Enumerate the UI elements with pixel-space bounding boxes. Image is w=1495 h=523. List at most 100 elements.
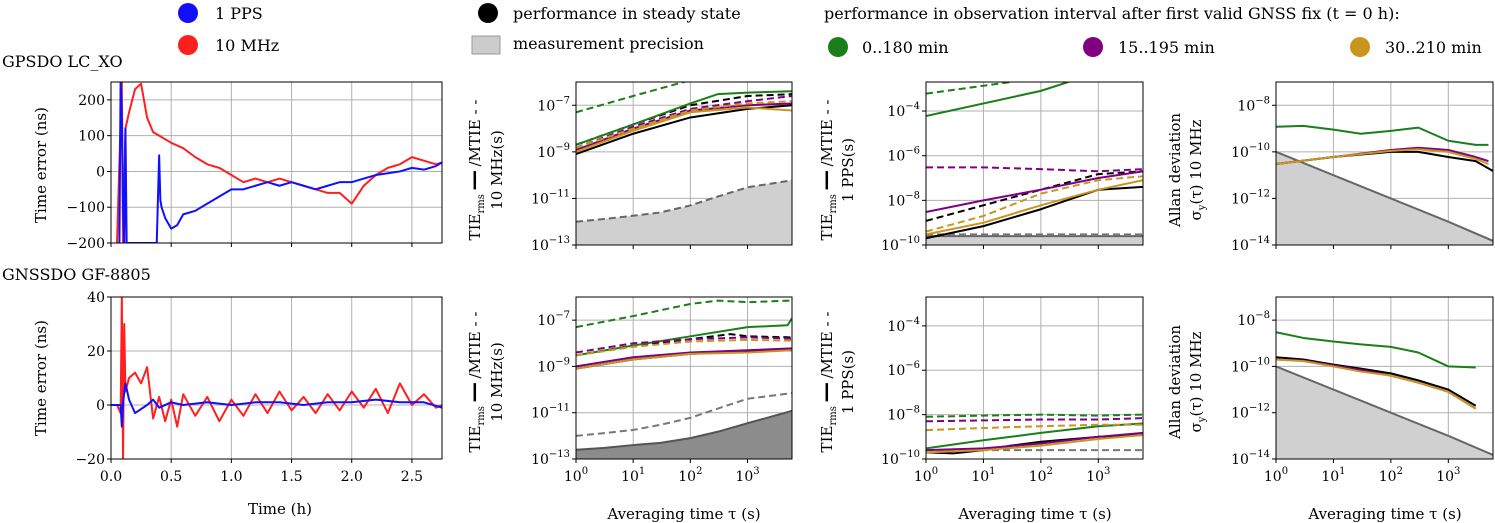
ylabel-lcxo-tie10: TIErms ━━ /MTIE - - bbox=[466, 100, 487, 241]
series-group bbox=[576, 299, 792, 459]
axes-frame bbox=[575, 296, 793, 460]
series-group bbox=[111, 297, 442, 459]
legend-marker-steady bbox=[478, 3, 498, 23]
series-0-180-tie bbox=[926, 82, 1069, 117]
series-15-195-tie bbox=[576, 347, 792, 368]
tick-label-x: 101 bbox=[621, 466, 645, 485]
series-30-210-tie bbox=[926, 434, 1143, 454]
tick-label-y: 10−12 bbox=[1231, 403, 1270, 422]
tick-label-x: 103 bbox=[1436, 466, 1460, 485]
tick-label-x: 101 bbox=[1321, 466, 1345, 485]
axes-frame bbox=[925, 296, 1144, 460]
xlabel-time: Time (h) bbox=[248, 500, 312, 518]
tick-label-y: 10−10 bbox=[881, 235, 920, 254]
legend-label-1pps: 1 PPS bbox=[215, 4, 263, 23]
ylabel-gf-tiepps-unit: 1 PPS(s) bbox=[839, 350, 857, 414]
series-0-180-mtie bbox=[576, 82, 688, 114]
tick-label-y: 10−10 bbox=[1231, 356, 1270, 375]
plot-area: −200−100010020010−1310−1110−910−710−1010… bbox=[67, 81, 1494, 485]
legend-label-0-180: 0..180 min bbox=[862, 38, 949, 57]
tick-label-y: 10−6 bbox=[887, 146, 920, 165]
ylabel-gf-tiepps: TIErms ━━ /MTIE - - bbox=[818, 312, 839, 453]
tick-label-y: 0 bbox=[96, 164, 105, 180]
axes-frame bbox=[110, 81, 443, 244]
row-title-gf8805: GNSSDO GF-8805 bbox=[2, 265, 151, 284]
series-1-pps bbox=[118, 82, 442, 243]
tick-label-y: 10−8 bbox=[887, 405, 920, 424]
legend-marker-precision bbox=[471, 35, 501, 55]
tick-label-x: 100 bbox=[1264, 466, 1288, 485]
series-group bbox=[576, 82, 792, 245]
tick-label-y: −20 bbox=[75, 452, 105, 468]
series-30-210-mtie bbox=[576, 100, 792, 149]
series-10-mhz bbox=[111, 297, 442, 459]
series-steady bbox=[1276, 356, 1477, 407]
tick-label-y: 10−8 bbox=[1237, 95, 1270, 114]
series-group bbox=[926, 413, 1143, 455]
series-30-210-tie bbox=[926, 179, 1143, 236]
ylabel-lcxo-tiepps: TIErms ━━ /MTIE - - bbox=[818, 100, 839, 241]
series-0-180-mtie bbox=[926, 82, 1011, 95]
tick-label-y: 40 bbox=[87, 290, 105, 306]
series-precision-mtie-fill bbox=[576, 180, 792, 245]
series-30-210-mtie bbox=[926, 423, 1143, 432]
series-0-180 bbox=[1276, 331, 1476, 369]
row-title-lcxo: GPSDO LC_XO bbox=[2, 52, 123, 71]
axes-frame bbox=[575, 81, 793, 246]
chart-lcxo-time: −200 −100 0 100 200 bbox=[67, 81, 443, 252]
legend-marker-30-210 bbox=[1350, 37, 1370, 57]
tick-label-y: 10−9 bbox=[537, 356, 570, 375]
series-30-210-tie bbox=[576, 106, 792, 153]
tick-label-x: 0.5 bbox=[160, 469, 182, 485]
tick-label-y: −100 bbox=[67, 200, 105, 216]
tick-label-y: 10−9 bbox=[537, 142, 570, 161]
tick-label-y: 20 bbox=[87, 344, 105, 360]
tick-label-y: 10−7 bbox=[537, 310, 570, 329]
series-15-195-tie bbox=[926, 170, 1143, 214]
series-0-180 bbox=[1276, 124, 1489, 146]
tick-label-y: 10−7 bbox=[537, 95, 570, 114]
series-30-210-mtie bbox=[576, 338, 792, 357]
chart-gf-time: 0.0 0.5 1.0 1.5 2.0 2.5 −20 0 20 40 bbox=[75, 290, 443, 485]
tick-label-y: 10−4 bbox=[887, 101, 920, 120]
tick-label-x: 102 bbox=[1029, 466, 1053, 485]
series-steady-mtie bbox=[576, 93, 792, 146]
tick-label-y: −200 bbox=[67, 236, 105, 252]
series-group bbox=[1276, 124, 1493, 245]
tick-label-x: 100 bbox=[914, 466, 938, 485]
ylabel-gf-tie10-unit: 10 MHz(s) bbox=[488, 342, 506, 422]
series-15-195-mtie bbox=[576, 95, 792, 149]
series-precision-mtie bbox=[576, 392, 792, 437]
ylabel-gf-adev-sigma: σy(τ) 10 MHz bbox=[1187, 331, 1208, 432]
chart-gf-tiepps: 100 101 102 103 10−10 10−8 10−6 10−4 bbox=[881, 296, 1144, 485]
series-30-210 bbox=[1276, 358, 1477, 410]
tick-label-x: 2.0 bbox=[341, 469, 363, 485]
tick-label-y: 10−8 bbox=[1237, 310, 1270, 329]
ylabel-lcxo-adev-sigma: σy(τ) 10 MHz bbox=[1187, 119, 1208, 220]
axes-frame bbox=[1275, 296, 1494, 460]
tick-label-x: 103 bbox=[735, 466, 759, 485]
series-15-195-mtie bbox=[576, 336, 792, 354]
chart-lcxo-tiepps: 10−10 10−8 10−6 10−4 bbox=[881, 81, 1144, 254]
tick-label-x: 102 bbox=[1379, 466, 1403, 485]
ylabel-lcxo-tiepps-unit: 1 PPS(s) bbox=[839, 138, 857, 202]
axes-frame bbox=[1275, 81, 1494, 246]
series-group bbox=[116, 82, 442, 243]
series-precision-tie-fill bbox=[926, 236, 1143, 245]
tick-label-y: 10−14 bbox=[1231, 235, 1270, 254]
series-group bbox=[1276, 331, 1493, 459]
legend: 1 PPS 10 MHz performance in steady state… bbox=[178, 3, 1482, 57]
tick-label-y: 10−6 bbox=[887, 360, 920, 379]
legend-label-10mhz: 10 MHz bbox=[215, 36, 279, 55]
tick-label-y: 10−12 bbox=[1231, 188, 1270, 207]
legend-marker-15-195 bbox=[1083, 37, 1103, 57]
tick-label-x: 1.5 bbox=[280, 469, 302, 485]
tick-label-y: 10−13 bbox=[531, 449, 570, 468]
series-0-180-tie bbox=[576, 317, 792, 357]
tick-label-y: 10−11 bbox=[531, 188, 570, 207]
series-0-180-mtie bbox=[576, 299, 792, 329]
ylabel-lcxo-tie10-unit: 10 MHz(s) bbox=[488, 130, 506, 210]
series-30-210 bbox=[1276, 148, 1489, 166]
series-15-195-mtie bbox=[926, 166, 1143, 173]
ylabel-lcxo-time: Time error (ns) bbox=[32, 107, 50, 223]
